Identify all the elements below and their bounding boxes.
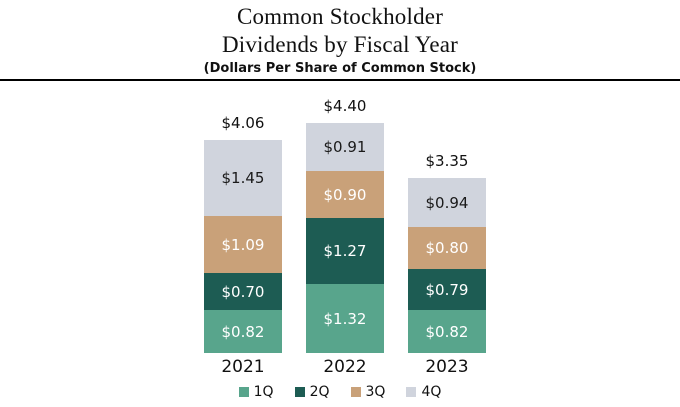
legend-item-2q: 2Q xyxy=(294,384,330,400)
bar-2022-segment-4q: $0.91 xyxy=(306,123,384,171)
bar-2021-segment-2q: $0.70 xyxy=(204,273,282,310)
legend-label-4q: 4Q xyxy=(421,384,442,400)
header-divider xyxy=(0,79,680,81)
legend-swatch-2q xyxy=(294,387,305,397)
bar-2022-segment-1q: $1.32 xyxy=(306,284,384,353)
legend-swatch-4q xyxy=(406,387,417,397)
bar-2021: $0.82 $0.70 $1.09 $1.45 xyxy=(204,140,282,353)
bar-2023-segment-2q: $0.79 xyxy=(408,269,486,310)
legend-item-3q: 3Q xyxy=(350,384,386,400)
total-label-2023: $3.35 xyxy=(425,152,469,170)
legend-item-4q: 4Q xyxy=(406,384,441,400)
legend-swatch-3q xyxy=(350,387,361,397)
chart-title-line2: Dividends by Fiscal Year xyxy=(221,32,459,57)
legend-label-2q: 2Q xyxy=(309,384,330,400)
legend-label-3q: 3Q xyxy=(365,384,386,400)
bar-2022: $1.32 $1.27 $0.90 $0.91 xyxy=(306,123,384,353)
bar-2021-segment-4q: $1.45 xyxy=(204,140,282,216)
bar-2023-segment-1q: $0.82 xyxy=(408,310,486,353)
chart-legend: 1Q 2Q 3Q 4Q xyxy=(0,384,680,400)
bar-2023-segment-3q: $0.80 xyxy=(408,227,486,269)
legend-label-1q: 1Q xyxy=(253,384,274,400)
total-label-2021: $4.06 xyxy=(221,114,265,132)
legend-item-1q: 1Q xyxy=(238,384,274,400)
category-label-2021: 2021 xyxy=(221,357,265,377)
bar-2021-segment-3q: $1.09 xyxy=(204,216,282,273)
chart-title-line1: Common Stockholder xyxy=(236,4,444,29)
bar-2022-segment-2q: $1.27 xyxy=(306,218,384,284)
legend-swatch-1q xyxy=(238,387,249,397)
bar-2022-segment-3q: $0.90 xyxy=(306,171,384,218)
bar-2023-segment-4q: $0.94 xyxy=(408,178,486,227)
category-label-2023: 2023 xyxy=(425,357,469,377)
chart-subtitle: (Dollars Per Share of Common Stock) xyxy=(203,61,477,76)
category-label-2022: 2022 xyxy=(323,357,367,377)
bar-2023: $0.82 $0.79 $0.80 $0.94 xyxy=(408,178,486,353)
total-label-2022: $4.40 xyxy=(323,97,367,115)
bar-2021-segment-1q: $0.82 xyxy=(204,310,282,353)
